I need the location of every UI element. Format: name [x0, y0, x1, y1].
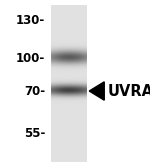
Text: 55-: 55- — [24, 127, 45, 140]
Text: UVRAG: UVRAG — [108, 84, 150, 99]
Text: 130-: 130- — [16, 14, 45, 27]
Polygon shape — [89, 82, 104, 100]
Text: 70-: 70- — [24, 85, 45, 98]
Text: 100-: 100- — [16, 52, 45, 65]
